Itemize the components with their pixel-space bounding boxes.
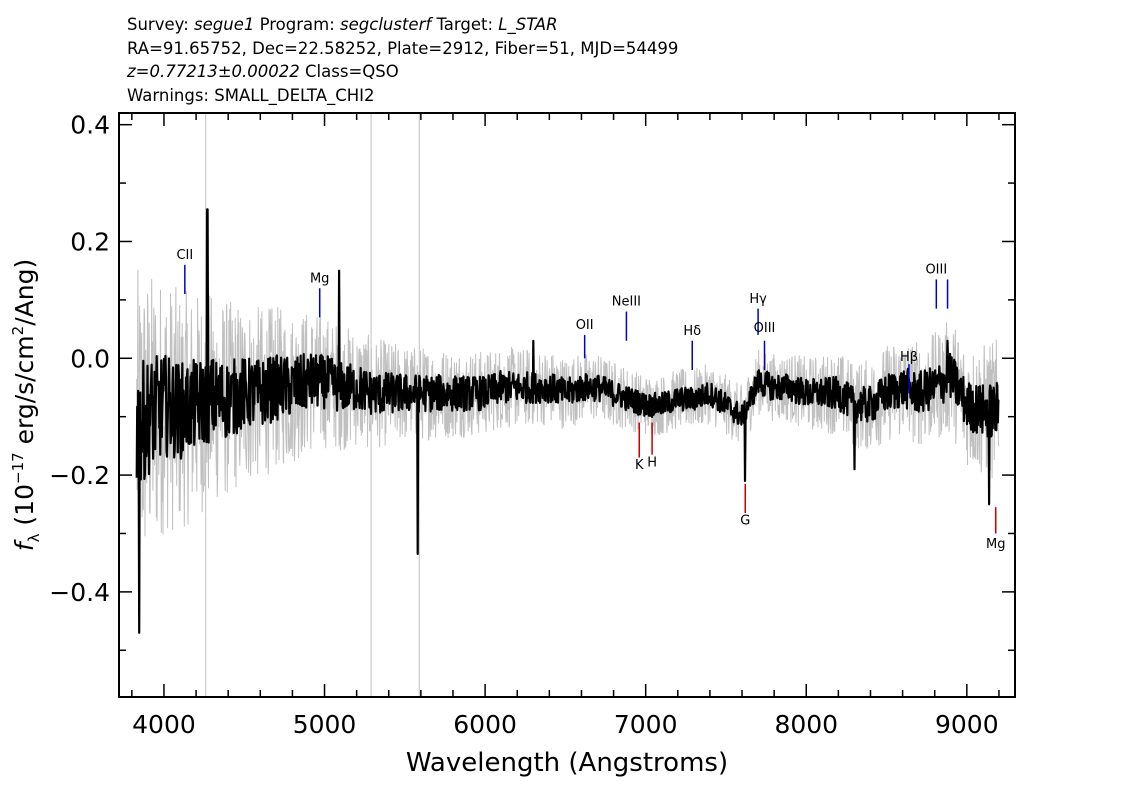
x-axis-ticks: 4000 5000 6000 7000 8000 9000 bbox=[131, 113, 1000, 739]
program-label: Program: bbox=[259, 15, 335, 34]
x-tick-label: 9000 bbox=[935, 710, 999, 739]
spectrum-header: Survey: segue1 Program: segclusterf Targ… bbox=[127, 13, 678, 107]
redshift-value: z=0.77213±0.00022 bbox=[127, 62, 300, 81]
line-marker-label: K bbox=[635, 458, 644, 473]
line-marker-label: NeIII bbox=[612, 295, 641, 310]
line-marker-label: OIII bbox=[754, 321, 776, 336]
survey-value: segue1 bbox=[194, 15, 255, 34]
header-coordinates-line: RA=91.65752, Dec=22.58252, Plate=2912, F… bbox=[127, 38, 679, 58]
program-value: segclusterf bbox=[340, 15, 432, 34]
line-marker-label: H bbox=[647, 455, 657, 470]
x-axis-label: Wavelength (Angstroms) bbox=[406, 748, 728, 778]
plot-frame bbox=[118, 112, 1016, 698]
y-tick-label: 0.0 bbox=[70, 344, 110, 373]
x-tick-label: 8000 bbox=[774, 710, 838, 739]
line-marker-label: Mg bbox=[986, 537, 1005, 552]
line-marker-label: Hγ bbox=[749, 292, 767, 307]
line-marker-label: Mg bbox=[310, 271, 329, 286]
header-survey-line: Survey: segue1 Program: segclusterf Targ… bbox=[127, 13, 678, 37]
line-marker-label: Hδ bbox=[683, 324, 701, 339]
flux-series bbox=[135, 208, 1000, 634]
target-value: L_STAR bbox=[498, 15, 558, 34]
line-marker-label: OIII bbox=[925, 263, 947, 278]
line-marker-label: G bbox=[740, 514, 750, 529]
x-tick-label: 6000 bbox=[453, 710, 517, 739]
y-axis-ticks: 0.4 0.2 0.0 −0.2 −0.4 bbox=[49, 111, 1015, 652]
emission-absorption-markers: CII Mg OII NeIII Hδ Hγ OIII Hβ OIII K H G Mg bbox=[176, 248, 1005, 552]
y-tick-label: 0.2 bbox=[70, 227, 110, 256]
header-redshift-line: z=0.77213±0.00022 Class=QSO bbox=[127, 60, 678, 84]
x-tick-label: 4000 bbox=[132, 710, 196, 739]
target-label: Target: bbox=[436, 15, 494, 34]
survey-label: Survey: bbox=[127, 15, 189, 34]
class-value: Class=QSO bbox=[305, 62, 399, 81]
y-tick-label: −0.4 bbox=[49, 578, 110, 607]
x-tick-label: 5000 bbox=[293, 710, 357, 739]
header-warnings-line: Warnings: SMALL_DELTA_CHI2 bbox=[127, 85, 375, 105]
line-marker-label: CII bbox=[176, 248, 193, 263]
y-tick-label: 0.4 bbox=[70, 111, 110, 140]
line-marker-label: Hβ bbox=[900, 350, 918, 365]
y-axis-label: fλ (10−17 erg/s/cm2/Ang) bbox=[9, 259, 43, 551]
line-marker-label: OII bbox=[576, 318, 594, 333]
flux-trace bbox=[135, 208, 1000, 634]
y-tick-label: −0.2 bbox=[49, 461, 110, 490]
x-tick-label: 7000 bbox=[614, 710, 678, 739]
